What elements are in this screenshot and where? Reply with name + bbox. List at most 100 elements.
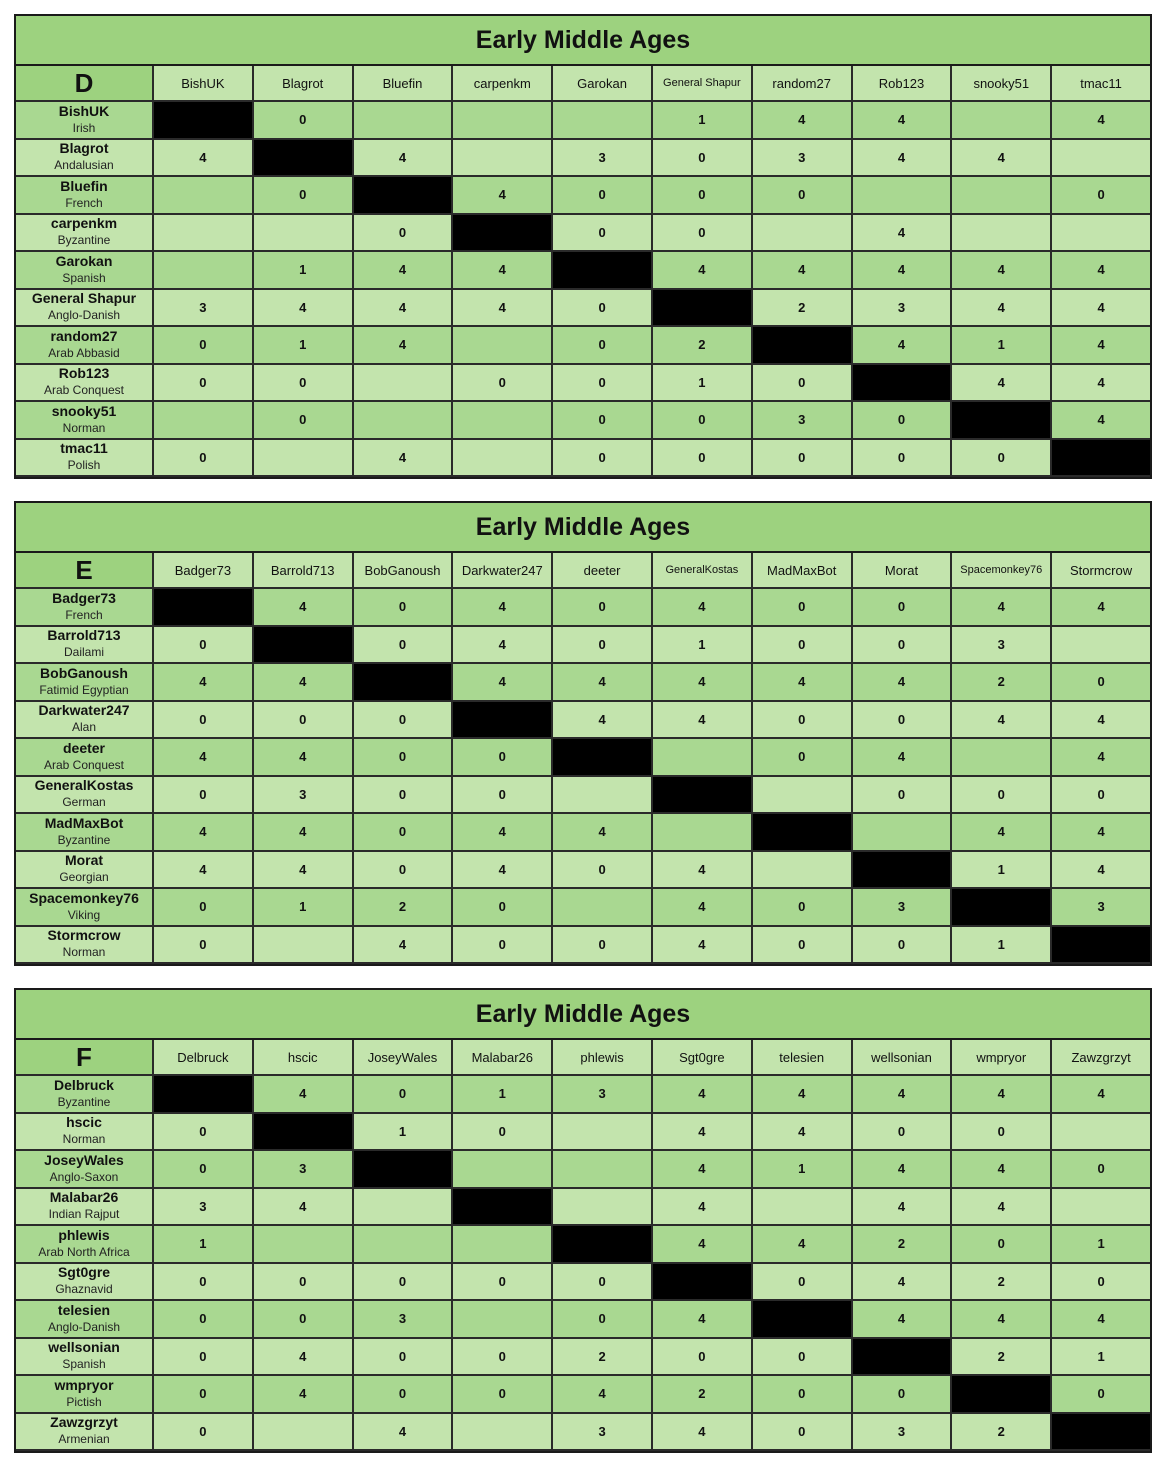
score-cell: 0 [253, 402, 354, 440]
score-cell [154, 177, 254, 215]
diagonal-cell [852, 1338, 953, 1376]
score-cell: 0 [752, 701, 853, 739]
score-cell: 0 [553, 589, 653, 627]
score-cell: 4 [253, 1188, 354, 1226]
score-cell: 0 [752, 739, 853, 777]
table-row: Stormcrow Norman 0 4 0 0 4 0 0 1 [16, 926, 1150, 964]
player-civ: Arab Abbasid [48, 345, 120, 360]
player-name: Delbruck [54, 1076, 114, 1093]
score-cell: 4 [652, 589, 753, 627]
score-cell: 4 [154, 664, 254, 702]
score-cell: 3 [154, 1188, 254, 1226]
score-cell: 4 [952, 1076, 1053, 1114]
score-cell: 4 [752, 102, 853, 140]
score-cell: 4 [652, 926, 753, 964]
score-cell [852, 177, 953, 215]
score-cell: 3 [952, 626, 1053, 664]
row-header: Stormcrow Norman [16, 926, 154, 964]
score-cell: 0 [453, 739, 554, 777]
row-header: Zawzgrzyt Armenian [16, 1413, 154, 1451]
table-row: BobGanoush Fatimid Egyptian 4 4 4 4 4 4 4 2 0 [16, 664, 1150, 702]
score-cell: 0 [253, 102, 354, 140]
score-cell: 0 [553, 926, 653, 964]
score-cell: 2 [852, 1226, 953, 1264]
player-name: random27 [50, 327, 118, 344]
player-name: General Shapur [31, 290, 137, 307]
score-cell: 0 [253, 1301, 354, 1339]
score-cell: 0 [952, 1226, 1053, 1264]
score-cell: 4 [1052, 327, 1150, 365]
score-cell: 1 [752, 1151, 853, 1189]
table-row: random27 Arab Abbasid 0 1 4 0 2 4 1 4 [16, 327, 1150, 365]
player-civ: Anglo-Danish [47, 1319, 121, 1334]
row-header: random27 Arab Abbasid [16, 327, 154, 365]
score-cell: 0 [752, 177, 853, 215]
score-cell: 0 [652, 139, 753, 177]
score-cell [752, 776, 853, 814]
column-header: JoseyWales [353, 1040, 454, 1076]
column-header: Zawzgrzyt [1052, 1040, 1150, 1076]
score-cell: 4 [1052, 252, 1150, 290]
score-cell: 0 [752, 926, 853, 964]
column-header: General Shapur [652, 66, 753, 102]
table-row: Bluefin French 0 4 0 0 0 0 [16, 177, 1150, 215]
row-header: Sgt0gre Ghaznavid [16, 1263, 154, 1301]
score-cell: 4 [852, 1076, 953, 1114]
player-name: hscic [66, 1114, 102, 1131]
score-cell: 0 [154, 1151, 254, 1189]
column-header: MadMaxBot [752, 553, 853, 589]
header-row: F Delbruck hscic JoseyWales Malabar26 phlewis… [16, 1040, 1150, 1076]
diagonal-cell [952, 889, 1053, 927]
score-cell: 0 [852, 402, 953, 440]
score-cell [553, 102, 653, 140]
score-cell: 0 [952, 776, 1053, 814]
score-cell [553, 1113, 653, 1151]
score-cell: 3 [852, 1413, 953, 1451]
score-cell: 0 [752, 1376, 853, 1414]
diagonal-cell [1052, 926, 1150, 964]
score-cell: 4 [852, 139, 953, 177]
score-cell: 4 [852, 214, 953, 252]
score-cell [253, 1413, 354, 1451]
score-cell: 0 [253, 364, 354, 402]
score-cell: 4 [453, 289, 554, 327]
score-cell: 4 [752, 1113, 853, 1151]
score-cell: 4 [652, 1113, 753, 1151]
score-cell: 0 [154, 1263, 254, 1301]
score-cell: 0 [553, 1301, 653, 1339]
player-name: snooky51 [51, 402, 117, 419]
score-cell: 4 [453, 664, 554, 702]
score-cell: 0 [852, 626, 953, 664]
score-cell: 4 [952, 252, 1053, 290]
results-table-d: Early Middle Ages D BishUK Blagrot Bluefin ca… [14, 14, 1152, 479]
score-cell: 1 [1052, 1338, 1150, 1376]
score-cell: 4 [952, 1188, 1053, 1226]
row-header: JoseyWales Anglo-Saxon [16, 1151, 154, 1189]
score-cell: 0 [752, 364, 853, 402]
score-cell: 4 [852, 1188, 953, 1226]
score-cell [253, 439, 354, 477]
score-cell: 4 [952, 589, 1053, 627]
score-cell: 4 [453, 851, 554, 889]
column-header: carpenkm [453, 66, 554, 102]
score-cell: 2 [652, 1376, 753, 1414]
diagonal-cell [353, 1151, 454, 1189]
score-cell: 4 [553, 701, 653, 739]
score-cell: 4 [752, 252, 853, 290]
score-cell: 0 [353, 776, 454, 814]
score-cell: 0 [752, 889, 853, 927]
diagonal-cell [154, 589, 254, 627]
score-cell: 0 [453, 776, 554, 814]
score-cell: 0 [652, 214, 753, 252]
table-row: telesien Anglo-Danish 0 0 3 0 4 4 4 4 [16, 1301, 1150, 1339]
score-cell: 4 [852, 252, 953, 290]
table-row: Spacemonkey76 Viking 0 1 2 0 4 0 3 3 [16, 889, 1150, 927]
score-cell: 4 [253, 814, 354, 852]
score-cell [353, 364, 454, 402]
column-header: Malabar26 [453, 1040, 554, 1076]
score-cell: 4 [952, 701, 1053, 739]
player-civ: Anglo-Saxon [49, 1169, 119, 1184]
column-header: Spacemonkey76 [952, 553, 1053, 589]
score-cell: 0 [852, 701, 953, 739]
score-cell: 0 [154, 926, 254, 964]
